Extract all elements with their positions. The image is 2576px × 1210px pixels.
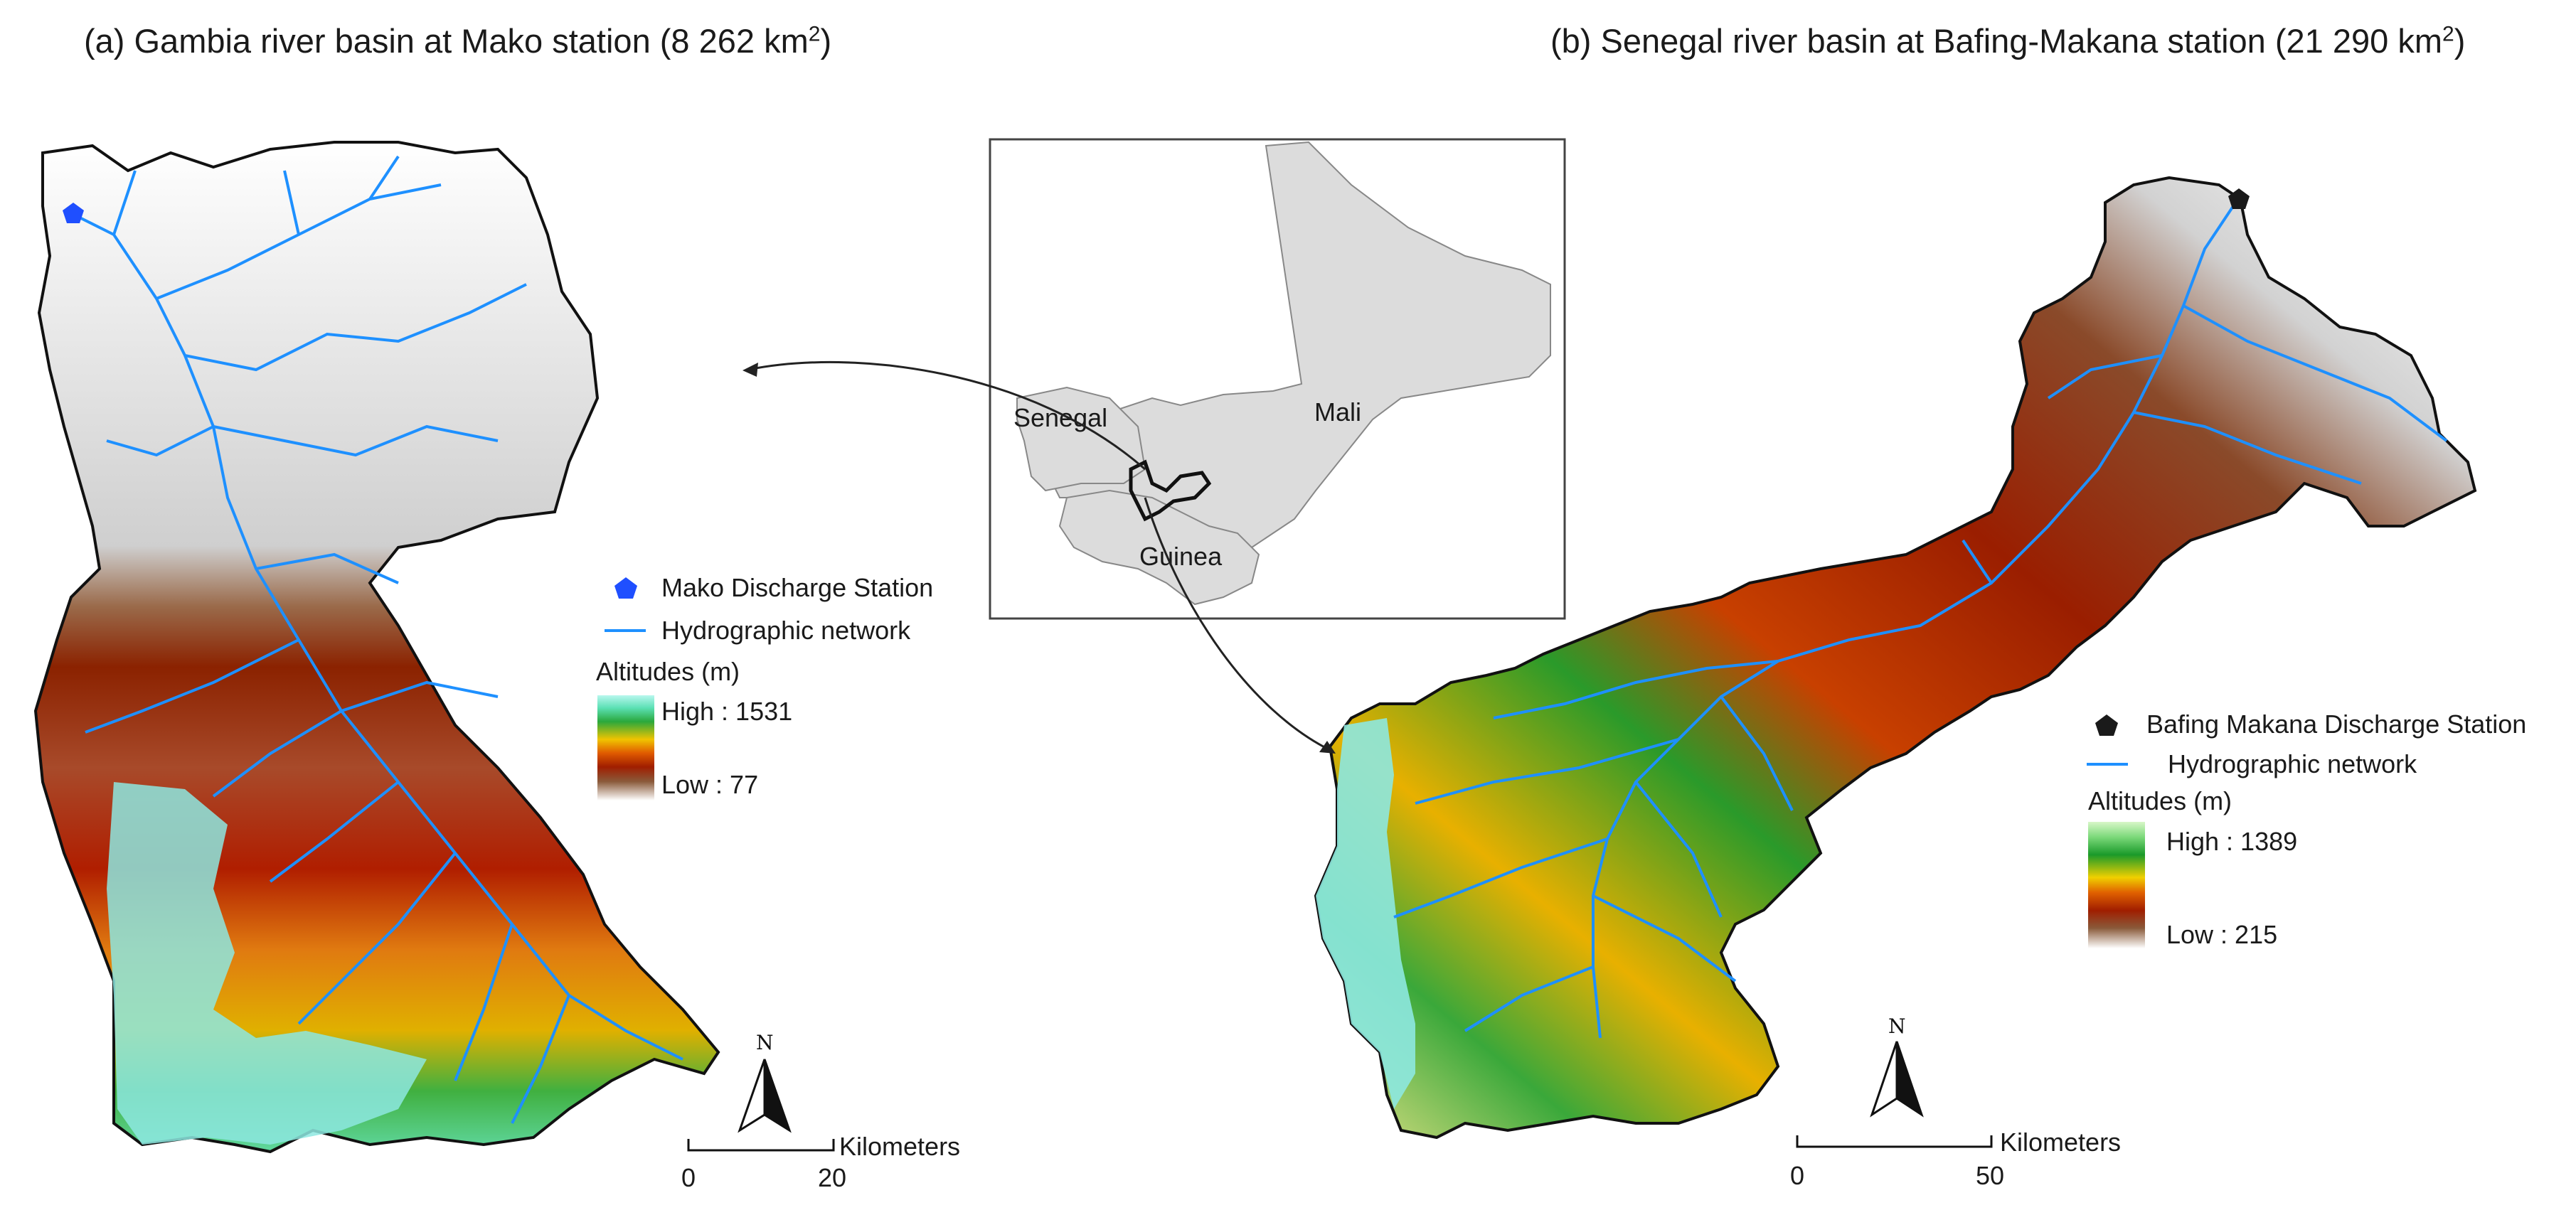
north-label-b: N bbox=[1888, 1014, 1906, 1038]
legend-b-station-label: Bafing Makana Discharge Station bbox=[2146, 710, 2527, 739]
legend-a-low-label: Low : 77 bbox=[661, 770, 759, 799]
legend-a-network-label: Hydrographic network bbox=[661, 616, 911, 645]
inset-label-mali: Mali bbox=[1314, 397, 1361, 427]
scale-bar-b-max: 50 bbox=[1976, 1161, 2005, 1190]
legend-a-altitudes-title: Altitudes (m) bbox=[596, 657, 740, 686]
senegal-lowland bbox=[1316, 718, 1415, 1109]
north-arrow-a: N bbox=[738, 1031, 792, 1133]
panel-a-title: (a) Gambia river basin at Mako station (… bbox=[84, 22, 832, 60]
senegal-country bbox=[1016, 386, 1146, 492]
legend-b-low-label: Low : 215 bbox=[2166, 920, 2278, 949]
gambia-hydrographic-network bbox=[70, 155, 683, 1124]
scale-bar-a-zero: 0 bbox=[681, 1163, 696, 1192]
north-label-a: N bbox=[756, 1031, 774, 1054]
mako-station-marker bbox=[63, 203, 84, 223]
legend-b-station-icon bbox=[2095, 714, 2118, 736]
study-basins-outline bbox=[1129, 459, 1212, 522]
legend-b-color-ramp bbox=[2088, 822, 2145, 948]
inset-map: Senegal Mali Guinea bbox=[989, 138, 1566, 620]
scale-bar-a bbox=[687, 1139, 835, 1152]
legend-a-station-icon bbox=[614, 577, 637, 599]
inset-label-senegal: Senegal bbox=[1013, 403, 1107, 432]
inset-label-guinea: Guinea bbox=[1139, 542, 1223, 571]
legend-b-high-label: High : 1389 bbox=[2166, 827, 2298, 856]
legend-b-network-label: Hydrographic network bbox=[2168, 749, 2417, 778]
panel-b-title: (b) Senegal river basin at Bafing-Makana… bbox=[1550, 22, 2466, 60]
legend-a-high-label: High : 1531 bbox=[661, 697, 793, 726]
legend-b-altitudes-title: Altitudes (m) bbox=[2088, 786, 2232, 815]
scale-bar-b-zero: 0 bbox=[1790, 1161, 1805, 1190]
scale-bar-b bbox=[1796, 1135, 1993, 1148]
scale-bar-a-unit: Kilometers bbox=[839, 1132, 961, 1161]
scale-bar-b-unit: Kilometers bbox=[2000, 1128, 2122, 1157]
bafing-makana-station-marker bbox=[2228, 188, 2250, 209]
legend-a-color-ramp bbox=[597, 695, 654, 801]
legend-a-station-label: Mako Discharge Station bbox=[661, 573, 934, 602]
scale-bar-a-max: 20 bbox=[818, 1163, 847, 1192]
gambia-lowland bbox=[107, 782, 427, 1145]
senegal-basin-area bbox=[1314, 176, 2477, 1140]
north-arrow-b: N bbox=[1870, 1014, 1924, 1118]
senegal-hydrographic-network bbox=[1393, 205, 2448, 1039]
inset-connector-arrows bbox=[743, 360, 1336, 754]
